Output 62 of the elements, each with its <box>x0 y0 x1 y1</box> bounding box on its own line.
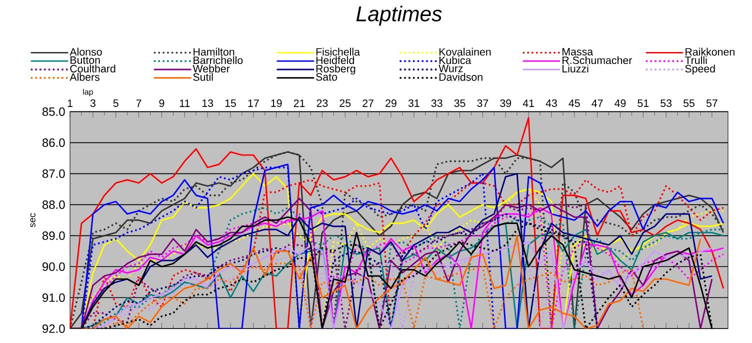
x-tick-label: 45 <box>568 100 580 108</box>
x-tick-label: 31 <box>408 100 420 108</box>
legend-label: Albers <box>70 73 100 82</box>
legend-label: Speed <box>685 64 715 75</box>
legend-label: Wurz <box>438 64 463 72</box>
legend-label: Sato <box>316 73 338 81</box>
x-tick-label: 35 <box>454 100 466 108</box>
x-tick-label: 15 <box>225 100 236 108</box>
legend-label: Fisichella <box>316 48 360 56</box>
legend-label: Sutil <box>193 73 213 82</box>
legend-label: R.Schumacher <box>562 56 632 64</box>
y-tick-label: 88.0 <box>42 200 65 210</box>
x-tick-label: 53 <box>660 100 672 108</box>
y-tick-label: 85.0 <box>42 108 65 116</box>
legend-label: Davidson <box>439 73 482 82</box>
x-tick-label: 55 <box>684 100 694 108</box>
chart-title: Laptimes <box>356 6 442 26</box>
y-tick-label: 92.0 <box>42 324 65 334</box>
x-tick-label: 3 <box>90 100 96 108</box>
x-axis-title: lap <box>83 88 93 96</box>
legend-label: Heidfeld <box>316 56 354 64</box>
x-tick-label: 5 <box>113 100 118 108</box>
y-axis-title: sec <box>30 213 36 228</box>
x-tick-label: 23 <box>316 100 328 108</box>
legend-label: Alonso <box>70 48 102 56</box>
legend-label: Coulthard <box>70 64 116 73</box>
x-tick-label: 21 <box>294 100 305 108</box>
y-tick-label: 91.0 <box>42 294 65 302</box>
x-tick-label: 7 <box>136 100 142 108</box>
y-tick-label: 87.0 <box>42 170 65 178</box>
legend-label: Trulli <box>684 56 707 64</box>
legend-label: Liuzzi <box>562 64 588 73</box>
x-tick-label: 39 <box>500 100 512 108</box>
legend-label: Kovalainen <box>439 48 491 56</box>
x-tick-label: 11 <box>180 100 190 108</box>
x-tick-label: 49 <box>614 100 626 108</box>
x-tick-label: 51 <box>638 100 649 108</box>
x-tick-label: 41 <box>522 100 534 108</box>
x-tick-label: 37 <box>477 100 488 108</box>
x-tick-label: 25 <box>340 100 351 108</box>
legend-label: Barrichello <box>194 56 243 64</box>
legend-label: Kubica <box>439 56 472 64</box>
x-tick-label: 1 <box>68 100 72 108</box>
legend-label: Button <box>70 56 100 64</box>
legend-label: Raikkonen <box>686 48 734 56</box>
x-tick-label: 47 <box>592 100 603 108</box>
x-tick-label: 19 <box>271 100 282 108</box>
x-tick-label: 9 <box>159 100 164 108</box>
y-tick-label: 89.0 <box>42 232 65 240</box>
x-tick-label: 13 <box>202 100 214 108</box>
legend-label: Webber <box>192 64 230 73</box>
legend-label: Rosberg <box>316 64 356 75</box>
y-tick-label: 86.0 <box>42 138 65 148</box>
x-tick-label: 27 <box>362 100 374 108</box>
x-tick-label: 29 <box>386 100 396 108</box>
x-tick-label: 33 <box>431 100 442 108</box>
x-tick-label: 43 <box>546 100 557 108</box>
y-tick-label: 90.0 <box>42 262 65 272</box>
x-tick-label: 57 <box>706 100 718 108</box>
x-tick-label: 17 <box>248 100 259 108</box>
legend-label: Hamilton <box>194 48 234 56</box>
legend-label: Massa <box>562 48 594 56</box>
